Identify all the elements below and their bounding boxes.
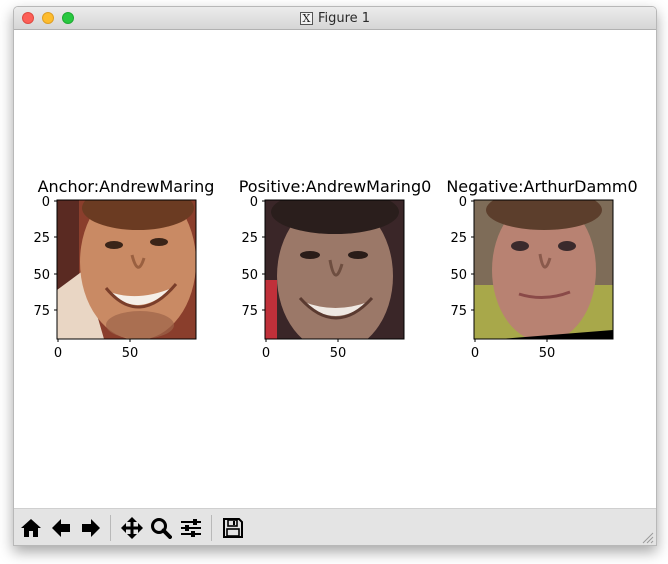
resize-grip-icon[interactable]: [642, 532, 654, 544]
magnifier-icon: [151, 518, 172, 539]
y-tick-label: 75: [241, 304, 258, 319]
x11-icon: X: [299, 11, 313, 25]
figure-canvas[interactable]: Anchor:AndrewMaring: [14, 30, 656, 508]
save-button[interactable]: [220, 515, 246, 541]
zoom-window-button[interactable]: [62, 12, 74, 24]
x-tick-label: 50: [539, 346, 556, 361]
y-tick-label: 50: [241, 268, 258, 283]
y-axis: 0 25 50 75: [33, 195, 57, 319]
y-axis: 0 25 50 75: [241, 195, 265, 319]
y-tick-label: 75: [33, 304, 50, 319]
figure-window: X Figure 1 Anchor:AndrewMaring: [13, 6, 657, 546]
window-title: Figure 1: [317, 10, 371, 26]
panel-title: Negative:ArthurDamm0: [446, 177, 637, 196]
minimize-window-button[interactable]: [42, 12, 54, 24]
zoom-button[interactable]: [148, 515, 174, 541]
y-tick-label: 0: [250, 195, 258, 210]
x-tick-label: 0: [262, 346, 270, 361]
y-tick-label: 0: [459, 195, 467, 210]
x-tick-label: 0: [54, 346, 62, 361]
y-tick-label: 0: [42, 195, 50, 210]
y-tick-label: 25: [241, 231, 258, 246]
y-axis: 0 25 50 75: [450, 195, 474, 319]
axes-frame: [56, 199, 197, 340]
title-bar[interactable]: X Figure 1: [14, 7, 656, 30]
move-icon: [121, 517, 143, 539]
x-tick-label: 0: [471, 346, 479, 361]
axes-frame: [264, 199, 405, 340]
y-tick-label: 25: [33, 231, 50, 246]
figure-svg: Anchor:AndrewMaring: [33, 177, 637, 361]
configure-subplots-button[interactable]: [178, 515, 204, 541]
panel-title: Positive:AndrewMaring0: [239, 177, 432, 196]
x-axis: 0 50: [471, 339, 555, 361]
x-axis: 0 50: [54, 339, 138, 361]
panel-anchor: Anchor:AndrewMaring: [33, 177, 214, 361]
x-tick-label: 50: [122, 346, 139, 361]
y-tick-label: 50: [33, 268, 50, 283]
arrow-left-icon: [52, 519, 70, 537]
x-axis: 0 50: [262, 339, 346, 361]
x-tick-label: 50: [330, 346, 347, 361]
axes-frame: [473, 199, 614, 340]
window-title-group: X Figure 1: [14, 7, 656, 29]
face-image-anchor: [57, 200, 196, 339]
y-tick-label: 75: [450, 304, 467, 319]
toolbar-separator: [211, 515, 212, 541]
y-tick-label: 25: [450, 231, 467, 246]
close-window-button[interactable]: [22, 12, 34, 24]
face-image-positive: [265, 200, 404, 339]
home-icon: [21, 519, 41, 537]
forward-button[interactable]: [78, 515, 104, 541]
y-tick-label: 50: [450, 268, 467, 283]
panel-title: Anchor:AndrewMaring: [38, 177, 215, 196]
arrow-right-icon: [82, 519, 100, 537]
home-button[interactable]: [18, 515, 44, 541]
navigation-toolbar: [14, 508, 656, 545]
floppy-disk-icon: [223, 518, 243, 538]
pan-button[interactable]: [119, 515, 145, 541]
back-button[interactable]: [48, 515, 74, 541]
toolbar-separator: [110, 515, 111, 541]
face-image-negative: [474, 200, 613, 339]
panel-positive: Positive:AndrewMaring0: [239, 177, 432, 361]
panel-negative: Negative:ArthurDamm0: [446, 177, 637, 361]
sliders-icon: [181, 519, 201, 537]
